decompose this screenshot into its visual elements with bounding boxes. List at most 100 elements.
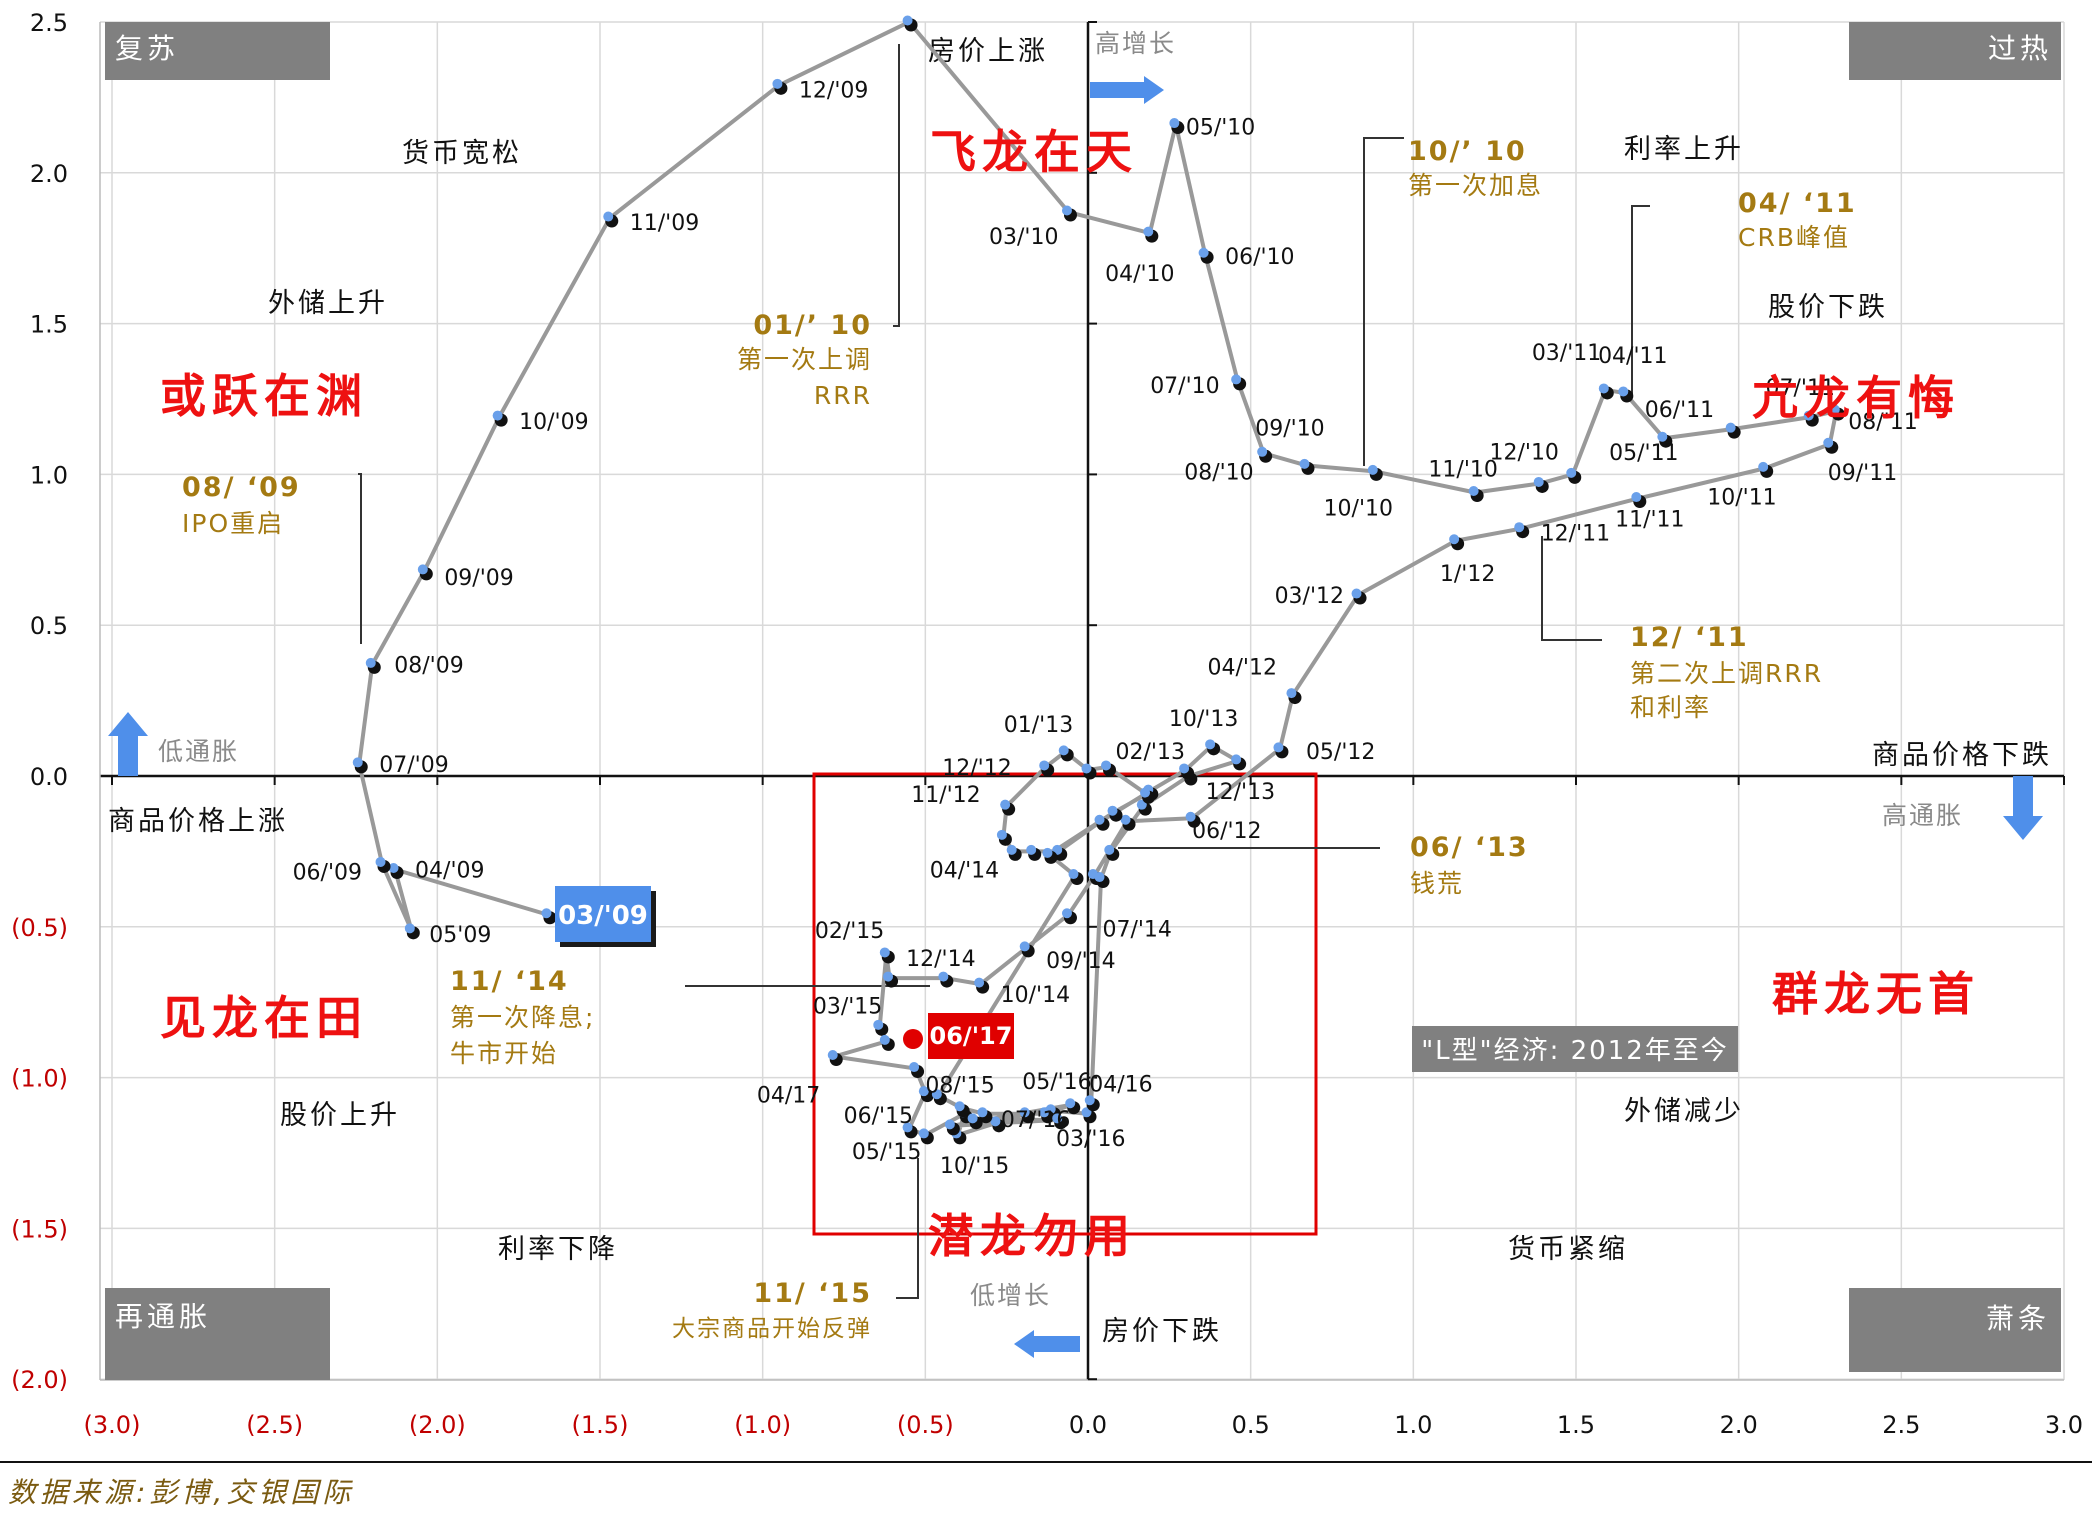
arrow-down-icon [2003, 776, 2043, 840]
x-tick-label: 3.0 [2045, 1411, 2083, 1439]
point-label: 06/'09 [293, 860, 362, 885]
annotation-crb-text: CRB峰值 [1738, 223, 1850, 252]
annotation-cut-text: 第一次降息; [450, 1003, 595, 1032]
point-label: 12/'11 [1541, 522, 1610, 547]
data-point [1514, 522, 1525, 533]
annotation-hike-text: 第一次加息 [1408, 171, 1543, 200]
point-label: 10/'14 [1001, 983, 1070, 1008]
annotation-rrr-date: 01/’ 10 [753, 310, 872, 341]
point-label: 03/'12 [1275, 584, 1344, 609]
point-label: 11/'09 [630, 211, 699, 236]
data-point [1566, 467, 1577, 478]
quadrant-bottom-left: 再通胀 [115, 1300, 211, 1333]
point-label: 07/'11 [1766, 376, 1835, 401]
dragon-hidden: 潜龙勿用 [928, 1209, 1136, 1263]
data-point [977, 1107, 988, 1118]
point-label: 05/'16 [1022, 1070, 1091, 1095]
data-point [954, 1101, 965, 1112]
data-point [1101, 760, 1112, 771]
data-point [1143, 226, 1154, 237]
data-point [1039, 760, 1050, 771]
annotation-cut-text2: 牛市开始 [450, 1039, 558, 1068]
x-tick-label: 1.5 [1557, 1411, 1595, 1439]
data-point [1068, 869, 1079, 880]
data-point [1286, 688, 1297, 699]
point-label: 10/'09 [519, 410, 588, 435]
label-high-inflation: 高通胀 [1882, 801, 1963, 830]
point-label: 08/'10 [1184, 460, 1253, 485]
dragon-leap: 或跃在渊 [160, 369, 368, 423]
x-tick-label: (2.0) [409, 1411, 466, 1439]
annotation-ipo-text: IPO重启 [182, 509, 284, 538]
data-point [1094, 814, 1105, 825]
data-point [990, 1116, 1001, 1127]
arrow-up-icon [108, 712, 148, 776]
data-point [938, 971, 949, 982]
point-label: 02/'13 [1116, 740, 1185, 765]
l-shape-box [812, 772, 1318, 1236]
data-point [1081, 763, 1092, 774]
data-points [352, 15, 1845, 1145]
annotation-crunch-date: 06/ ‘13 [1410, 832, 1529, 863]
point-label: 03/'10 [989, 225, 1058, 250]
data-point [1273, 742, 1284, 753]
data-point [1179, 763, 1190, 774]
point-label: 04/'14 [930, 858, 999, 883]
data-point [879, 947, 890, 958]
point-labels: 04/'09 05'09 06/'09 07/'09 08/'09 09/'09 10/'0… [293, 78, 1918, 1179]
data-point [1006, 844, 1017, 855]
data-point [918, 1128, 929, 1139]
data-point [1231, 754, 1242, 765]
point-label: 09/'09 [444, 566, 513, 591]
point-label: 06/'11 [1645, 398, 1714, 423]
label-commodity-down: 商品价格下跌 [1872, 740, 2052, 771]
annotation-rrr-text: 第一次上调 [737, 345, 872, 374]
data-point [352, 757, 363, 768]
data-point [1084, 1095, 1095, 1106]
data-point [404, 923, 415, 934]
point-label: 12/'10 [1489, 440, 1558, 465]
data-point [1618, 386, 1629, 397]
point-label: 12/'13 [1206, 780, 1275, 805]
point-label: 11/'12 [911, 783, 980, 808]
point-label: 12/'09 [799, 78, 868, 103]
data-point [492, 410, 503, 421]
annotation-commodity-date: 11/ ‘15 [753, 1278, 872, 1309]
x-tick-label: 0.0 [1069, 1411, 1107, 1439]
highlight-dot-0617 [903, 1029, 923, 1049]
point-label: 04/'11 [1598, 344, 1667, 369]
data-point [1823, 437, 1834, 448]
highlight-box-0309 [555, 886, 651, 942]
l-shape-label-box [1412, 1026, 1738, 1072]
data-point [1299, 458, 1310, 469]
data-point [1120, 814, 1131, 825]
point-label: 02/'15 [815, 919, 884, 944]
y-tick-label: 0.5 [30, 612, 68, 640]
source-note: 数据来源:彭博,交银国际 [8, 1476, 354, 1509]
point-label: 12/'14 [906, 947, 975, 972]
quadrant-box-top-right [1849, 22, 2061, 80]
point-label: 04/16 [1089, 1073, 1152, 1098]
data-point [967, 1113, 978, 1124]
label-low-growth: 低增长 [970, 1281, 1051, 1310]
dragon-fly: 飞龙在天 [930, 125, 1138, 179]
y-tick-label: (2.0) [11, 1366, 68, 1394]
point-label: 06/'12 [1192, 819, 1261, 844]
point-label: 10/'10 [1324, 496, 1393, 521]
data-point [1598, 383, 1609, 394]
leader-ipo [358, 473, 362, 644]
data-point [1803, 410, 1814, 421]
data-point [827, 1049, 838, 1060]
data-point [388, 862, 399, 873]
x-tick-label: (1.5) [572, 1411, 629, 1439]
data-point [1039, 1107, 1050, 1118]
data-point [902, 15, 913, 26]
point-label: 06/'15 [844, 1104, 913, 1129]
annotation-hike-date: 10/’ 10 [1408, 136, 1527, 167]
data-point [1231, 374, 1242, 385]
label-commodity-up: 商品价格上涨 [108, 806, 288, 837]
data-point [974, 977, 985, 988]
data-point [918, 1086, 929, 1097]
point-label: 04/'12 [1208, 656, 1277, 681]
phrase-rate-up: 利率上升 [1624, 134, 1744, 165]
